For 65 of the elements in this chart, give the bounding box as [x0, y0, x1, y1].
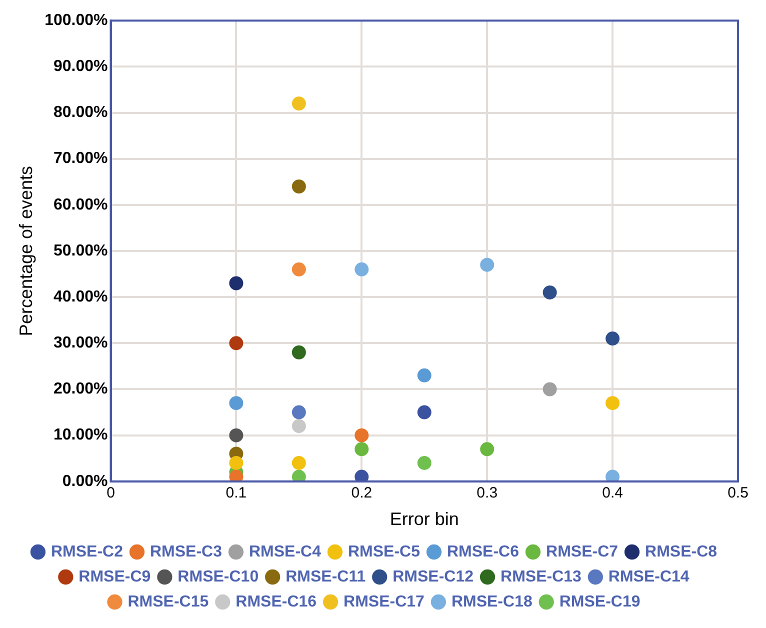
- point: [542, 285, 557, 300]
- y-tick-label: 50.00%: [54, 242, 108, 260]
- point: [417, 368, 432, 382]
- point: [292, 179, 306, 194]
- legend-label: RMSE-C6: [447, 543, 520, 560]
- point: [292, 419, 306, 434]
- point: [354, 428, 369, 442]
- legend-label: RMSE-C10: [178, 568, 259, 586]
- x-axis-title: Error bin: [390, 509, 459, 530]
- y-tick-label: 70.00%: [54, 150, 108, 168]
- point: [292, 405, 306, 420]
- y-tick-label: 20.00%: [54, 380, 108, 398]
- point: [606, 396, 620, 410]
- legend-label: RMSE-C9: [78, 568, 151, 586]
- legend-label: RMSE-C4: [248, 543, 322, 560]
- point: [292, 262, 306, 276]
- point: [417, 405, 432, 420]
- x-tick-label: 0: [106, 484, 115, 502]
- legend-label: RMSE-C7: [546, 543, 618, 560]
- x-tick-label: 0.4: [602, 484, 623, 502]
- legend-label: RMSE-C12: [392, 568, 474, 586]
- point: [229, 276, 244, 290]
- point: [480, 258, 494, 272]
- legend-label: RMSE-C8: [645, 543, 718, 560]
- point: [229, 396, 244, 410]
- point: [542, 382, 557, 396]
- point: [417, 456, 432, 470]
- legend-label: RMSE-C14: [608, 568, 690, 586]
- point: [229, 336, 244, 350]
- point: [229, 428, 244, 442]
- y-tick-label: 60.00%: [54, 196, 108, 214]
- legend-label: RMSE-C5: [348, 543, 420, 560]
- x-tick-label: 0.2: [351, 484, 372, 502]
- x-tick-label: 0.3: [476, 484, 498, 502]
- legend-label: RMSE-C16: [236, 593, 317, 610]
- y-tick-label: 0.00%: [62, 472, 108, 490]
- point: [480, 442, 494, 456]
- x-tick-label: 0.1: [226, 484, 247, 502]
- point: [292, 96, 306, 111]
- legend-label: RMSE-C11: [286, 568, 366, 586]
- y-tick-label: 100.00%: [44, 12, 108, 30]
- x-tick-label: 0.5: [728, 484, 748, 502]
- y-tick-label: 40.00%: [54, 288, 108, 306]
- point: [606, 332, 620, 346]
- y-tick-label: 90.00%: [54, 58, 108, 76]
- point: [354, 442, 369, 456]
- legend-label: RMSE-C17: [344, 593, 425, 610]
- legend-label: RMSE-C2: [50, 543, 124, 560]
- legend-label: RMSE-C19: [559, 593, 640, 610]
- point: [606, 470, 620, 482]
- point: [292, 470, 306, 482]
- point: [229, 456, 244, 470]
- y-tick-label: 10.00%: [54, 426, 108, 444]
- point: [354, 262, 369, 276]
- y-tick-label: 30.00%: [54, 334, 108, 352]
- point: [292, 345, 306, 360]
- legend-label: RMSE-C3: [150, 543, 222, 560]
- legend-label: RMSE-C18: [451, 593, 532, 610]
- legend-label: RMSE-C15: [128, 593, 209, 610]
- point: [292, 456, 306, 470]
- y-axis-title: Percentage of events: [16, 166, 36, 336]
- legend-label: RMSE-C13: [500, 568, 582, 586]
- point: [229, 470, 244, 482]
- point: [354, 470, 369, 482]
- y-tick-label: 80.00%: [54, 104, 108, 122]
